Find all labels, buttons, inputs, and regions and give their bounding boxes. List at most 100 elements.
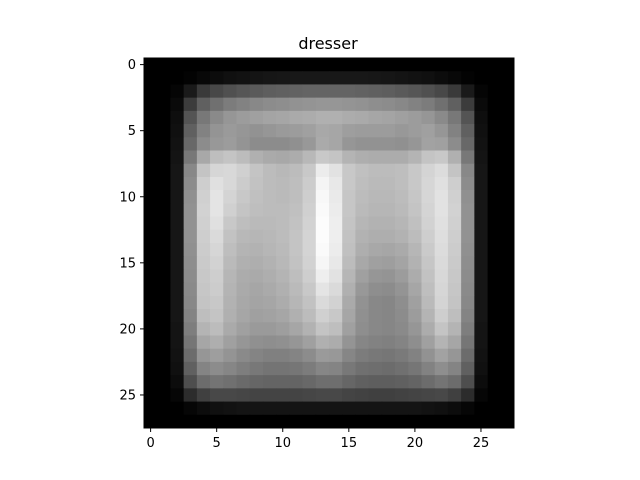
heatmap-cell xyxy=(461,150,475,165)
heatmap-cell xyxy=(196,375,211,389)
heatmap-cell xyxy=(262,282,277,297)
heatmap-cell xyxy=(395,203,409,217)
heatmap-cell xyxy=(302,388,317,402)
heatmap-cell xyxy=(381,388,396,402)
heatmap-cell xyxy=(447,137,462,151)
heatmap-cell xyxy=(408,309,422,323)
heatmap-cell xyxy=(183,388,198,402)
heatmap-cell xyxy=(368,322,383,336)
heatmap-cell xyxy=(329,163,343,178)
heatmap-cell xyxy=(236,282,251,297)
heatmap-cell xyxy=(183,190,198,204)
heatmap-cell xyxy=(223,229,237,244)
heatmap-cell xyxy=(355,71,370,85)
heatmap-cell xyxy=(262,84,277,99)
heatmap-cell xyxy=(210,309,224,323)
heatmap-cell xyxy=(262,388,277,402)
heatmap-cell xyxy=(196,295,211,310)
heatmap-cell xyxy=(262,322,277,336)
heatmap-cell xyxy=(223,282,237,297)
heatmap-cell xyxy=(342,309,356,323)
heatmap-cell xyxy=(236,97,251,112)
heatmap-cell xyxy=(434,243,449,257)
heatmap-cell xyxy=(461,190,475,204)
heatmap-cell xyxy=(434,309,449,323)
heatmap-cell xyxy=(381,361,396,376)
heatmap-cell xyxy=(249,203,264,217)
heatmap-cell xyxy=(421,137,436,151)
heatmap-cell xyxy=(421,203,436,217)
heatmap-cell xyxy=(421,256,436,270)
heatmap-cell xyxy=(487,84,502,99)
heatmap-cell xyxy=(342,110,356,125)
heatmap-cell xyxy=(210,71,224,85)
heatmap-cell xyxy=(395,229,409,244)
heatmap-cell xyxy=(276,124,290,138)
heatmap-cell xyxy=(157,375,171,389)
heatmap-cell xyxy=(223,58,237,72)
x-tick-label: 5 xyxy=(213,436,221,451)
heatmap-cell xyxy=(342,163,356,178)
heatmap-cell xyxy=(421,388,436,402)
heatmap-cell xyxy=(329,375,343,389)
heatmap-cell xyxy=(461,84,475,99)
heatmap-cell xyxy=(500,163,515,178)
heatmap-cell xyxy=(381,84,396,99)
heatmap-cell xyxy=(210,282,224,297)
heatmap-cell xyxy=(500,216,515,231)
heatmap-cell xyxy=(355,401,370,416)
heatmap-cell xyxy=(302,190,317,204)
heatmap-cell xyxy=(447,256,462,270)
heatmap-cell xyxy=(170,401,185,416)
heatmap-cell xyxy=(170,124,185,138)
heatmap-cell xyxy=(381,269,396,284)
heatmap-cell xyxy=(183,97,198,112)
heatmap-cell xyxy=(262,163,277,178)
heatmap-cell xyxy=(183,243,198,257)
heatmap-cell xyxy=(236,110,251,125)
heatmap-cell xyxy=(210,375,224,389)
heatmap-cell xyxy=(262,58,277,72)
heatmap-cell xyxy=(342,150,356,165)
heatmap-cell xyxy=(368,58,383,72)
heatmap-cell xyxy=(236,335,251,350)
heatmap-cell xyxy=(144,163,158,178)
heatmap-cell xyxy=(474,309,488,323)
heatmap-cell xyxy=(421,216,436,231)
heatmap-cell xyxy=(157,110,171,125)
heatmap-cell xyxy=(249,401,264,416)
heatmap-cell xyxy=(236,375,251,389)
heatmap-cell xyxy=(276,229,290,244)
heatmap-cell xyxy=(421,124,436,138)
heatmap-cell xyxy=(355,256,370,270)
heatmap-cell xyxy=(500,58,515,72)
heatmap-cell xyxy=(144,97,158,112)
heatmap-cell xyxy=(421,176,436,191)
heatmap-cell xyxy=(276,243,290,257)
heatmap-cell xyxy=(249,361,264,376)
heatmap-cell xyxy=(210,150,224,165)
heatmap-cell xyxy=(276,216,290,231)
x-axis: 0 5 10 15 20 25 xyxy=(146,428,489,451)
heatmap-cell xyxy=(395,58,409,72)
heatmap-cell xyxy=(249,375,264,389)
heatmap-cell xyxy=(262,295,277,310)
heatmap-cell xyxy=(210,124,224,138)
heatmap-cell xyxy=(157,190,171,204)
x-tick-label: 10 xyxy=(274,436,291,451)
heatmap-cell xyxy=(381,229,396,244)
heatmap-cell xyxy=(447,388,462,402)
heatmap-cell xyxy=(170,322,185,336)
heatmap-cell xyxy=(381,401,396,416)
heatmap-cell xyxy=(249,348,264,363)
heatmap-cell xyxy=(487,282,502,297)
heatmap-cell xyxy=(395,269,409,284)
heatmap-cell xyxy=(210,163,224,178)
heatmap-cell xyxy=(236,203,251,217)
heatmap-cell xyxy=(487,295,502,310)
heatmap-cell xyxy=(210,216,224,231)
heatmap-cell xyxy=(342,414,356,429)
heatmap-cell xyxy=(500,203,515,217)
heatmap-cell xyxy=(249,150,264,165)
heatmap-cell xyxy=(368,97,383,112)
